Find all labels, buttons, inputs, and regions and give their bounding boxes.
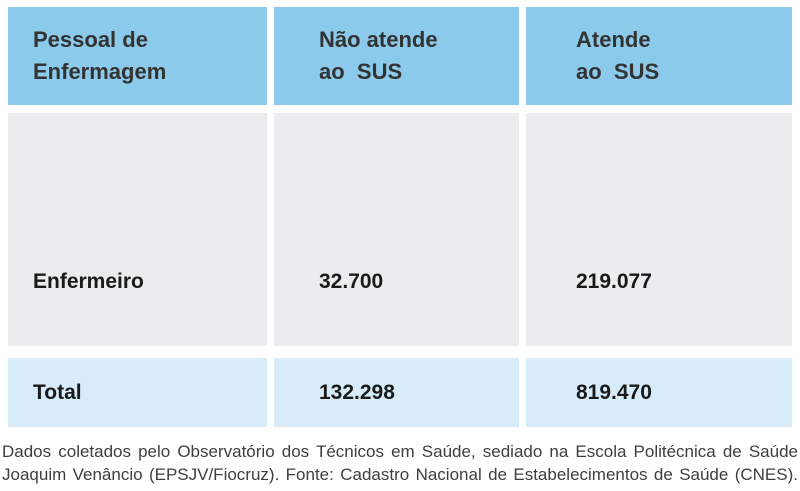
header-label: Pessoal de Enfermagem — [33, 27, 167, 84]
body-column-nao-atende-sus: 32.700 21.123 78.475 — [274, 113, 519, 346]
row-label-enfermeiro: Enfermeiro — [33, 270, 144, 293]
total-atende-cell: 819.470 — [526, 358, 792, 427]
total-nao-atende-cell: 132.298 — [274, 358, 519, 427]
table-header-row: Pessoal de Enfermagem Não atende ao SUS … — [8, 7, 792, 105]
source-note: Dados coletados pelo Observatório dos Té… — [2, 442, 798, 491]
body-column-categories: Enfermeiro Auxiliar de Enfermagem Técnic… — [8, 113, 267, 346]
total-label-cell: Total — [8, 358, 267, 427]
header-cell-nao-atende-sus: Não atende ao SUS — [274, 7, 519, 105]
table-total-row: Total 132.298 819.470 — [8, 358, 792, 427]
body-column-atende-sus: 219.077 179.904 420.489 — [526, 113, 792, 346]
value-enfermeiro-nao-atende: 32.700 — [319, 270, 384, 293]
header-label: Não atende ao SUS — [319, 27, 438, 84]
header-cell-atende-sus: Atende ao SUS — [526, 7, 792, 105]
table-body: Enfermeiro Auxiliar de Enfermagem Técnic… — [8, 113, 792, 346]
value-enfermeiro-atende: 219.077 — [576, 270, 652, 293]
header-cell-pessoal-de-enfermagem: Pessoal de Enfermagem — [8, 7, 267, 105]
data-table: Pessoal de Enfermagem Não atende ao SUS … — [8, 7, 792, 427]
header-label: Atende ao SUS — [576, 27, 660, 84]
